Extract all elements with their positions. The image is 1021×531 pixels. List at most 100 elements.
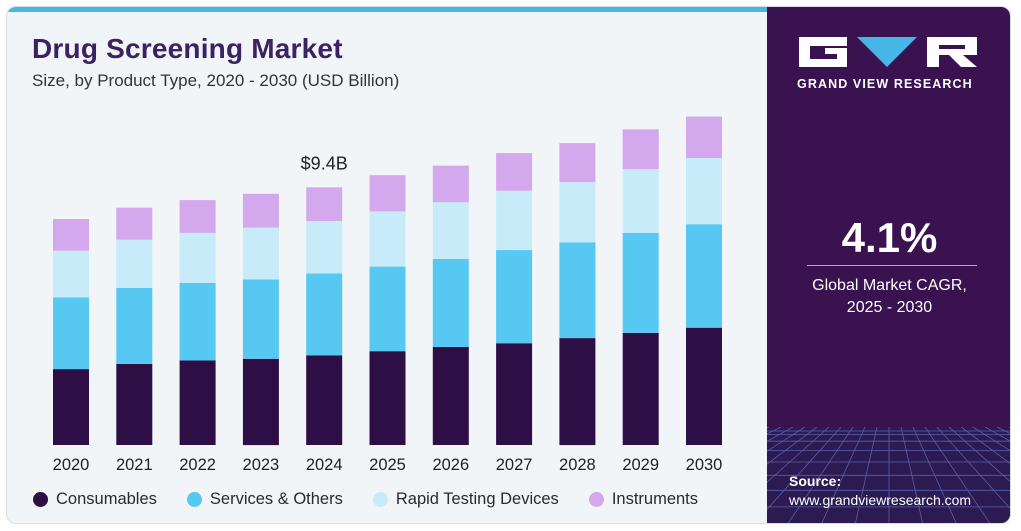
bar-instruments-2023 [242,193,279,228]
x-tick-label-2028: 2028 [559,456,596,474]
legend-label-services: Services & Others [209,489,343,508]
grand-view-research-logo [799,37,977,67]
bar-rapid-testing-devices-2021 [116,239,153,288]
bar-rapid-testing-devices-2025 [369,211,406,267]
sidebar-panel: GRAND VIEW RESEARCH 4.1% Global Market C… [767,7,1010,523]
bar-rapid-testing-devices-2020 [53,250,89,298]
chart-subtitle: Size, by Product Type, 2020 - 2030 (USD … [32,71,400,90]
legend-swatch-services [186,491,202,507]
bar-services-others-2020 [53,297,89,370]
grid-floor-line-v [767,427,818,465]
bar-services-others-2030 [686,224,722,328]
bar-consumables-2027 [496,343,533,445]
grid-floor-line-v [821,427,866,523]
x-tick-label-2025: 2025 [369,456,406,474]
bar-instruments-2029 [622,129,659,169]
bar-instruments-2028 [559,143,596,183]
legend-label-instruments: Instruments [611,489,699,508]
bar-consumables-2021 [116,363,153,445]
legend-item-instruments: Instruments [588,489,699,509]
grid-floor-line-v [960,427,1010,464]
x-tick-label-2027: 2027 [496,456,533,474]
x-tick-label-2024: 2024 [306,456,343,474]
cagr-label: Global Market CAGR, 2025 - 2030 [767,275,1010,319]
x-tick-label-2029: 2029 [622,456,659,474]
grid-floor-line-v [767,427,830,483]
bar-consumables-2030 [686,327,722,445]
chart-title: Drug Screening Market [32,33,343,64]
x-tick-label-2020: 2020 [53,456,90,474]
bar-rapid-testing-devices-2024 [306,221,343,274]
x-tick-label-2030: 2030 [686,456,723,474]
legend-item-consumables: Consumables [33,490,157,509]
bar-consumables-2026 [432,347,469,445]
cagr-label-line1: Global Market CAGR, [812,277,967,294]
grid-floor-line-v [972,427,1010,452]
legend-item-services: Services & Others [186,489,343,509]
legend-swatch-consumables [33,491,48,507]
grid-floor-line-v [900,427,923,523]
bar-services-others-2027 [496,250,533,344]
bar-instruments-2026 [432,165,469,203]
x-tick-label-2023: 2023 [243,456,280,474]
grid-floor-line-v [912,427,957,523]
bar-services-others-2023 [242,279,279,359]
bar-consumables-2029 [622,332,659,445]
logo-r-mark [927,37,977,67]
decorative-grid-floor [767,427,1010,523]
bar-instruments-2022 [179,200,216,233]
bar-instruments-2024 [306,187,343,222]
grid-floor-line-v [767,427,842,511]
bar-consumables-2025 [369,351,406,445]
bar-rapid-testing-devices-2026 [432,202,469,259]
bar-rapid-testing-devices-2022 [179,232,216,283]
bar-instruments-2030 [686,116,722,158]
bar-instruments-2027 [496,153,533,191]
bar-consumables-2022 [179,360,216,445]
top-accent-bar [7,7,767,12]
bar-rapid-testing-devices-2030 [686,158,722,225]
brand-name: GRAND VIEW RESEARCH [797,77,973,91]
grid-floor-line-v [767,427,806,452]
x-tick-label-2026: 2026 [432,456,469,474]
chart-panel: Drug Screening Market Size, by Product T… [7,7,767,523]
bar-consumables-2023 [242,358,279,446]
x-tick-label-2022: 2022 [179,456,216,474]
bar-rapid-testing-devices-2029 [622,169,659,233]
bar-consumables-2028 [559,338,596,446]
cagr-label-line2: 2025 - 2030 [846,299,933,316]
chart-legend: Consumables Services & Others Rapid Test… [33,487,728,511]
bar-instruments-2025 [369,175,406,212]
bar-services-others-2021 [116,288,153,364]
x-tick-label-2021: 2021 [116,456,153,474]
bar-services-others-2025 [369,266,406,352]
source-label: Source: [789,473,842,489]
grid-floor-line-v [948,427,1010,482]
logo-v-mark [857,37,917,67]
source-link[interactable]: www.grandviewresearch.com [789,492,972,508]
grid-floor-line-v [936,427,1010,509]
bar-instruments-2021 [116,207,153,240]
legend-label-consumables: Consumables [56,489,157,508]
legend-swatch-instruments [588,491,604,507]
bar-services-others-2024 [306,273,343,356]
bar-rapid-testing-devices-2028 [559,182,596,243]
logo-g-mark [799,37,847,67]
bar-instruments-2020 [53,219,89,251]
grid-floor-line-v [924,427,991,523]
cagr-divider [807,265,977,266]
grid-floor-line-v [855,427,878,523]
bar-rapid-testing-devices-2027 [496,190,533,250]
stacked-bar-chart: 2020 2021 2022 2023 2024 $9.4B 2025 2026 2027 202… [53,116,723,474]
bar-services-others-2026 [432,259,469,347]
bar-consumables-2024 [306,355,343,445]
bar-rapid-testing-devices-2023 [242,227,279,280]
legend-label-rapid-testing: Rapid Testing Devices [395,489,559,508]
bar-services-others-2028 [559,242,596,339]
cagr-value: 4.1% [841,214,938,261]
legend-swatch-rapid-testing [372,491,388,507]
bar-consumables-2020 [53,369,89,445]
grid-floor-line-v [787,427,854,523]
annotation-label-2024: $9.4B [301,153,348,173]
bar-services-others-2022 [179,282,216,361]
